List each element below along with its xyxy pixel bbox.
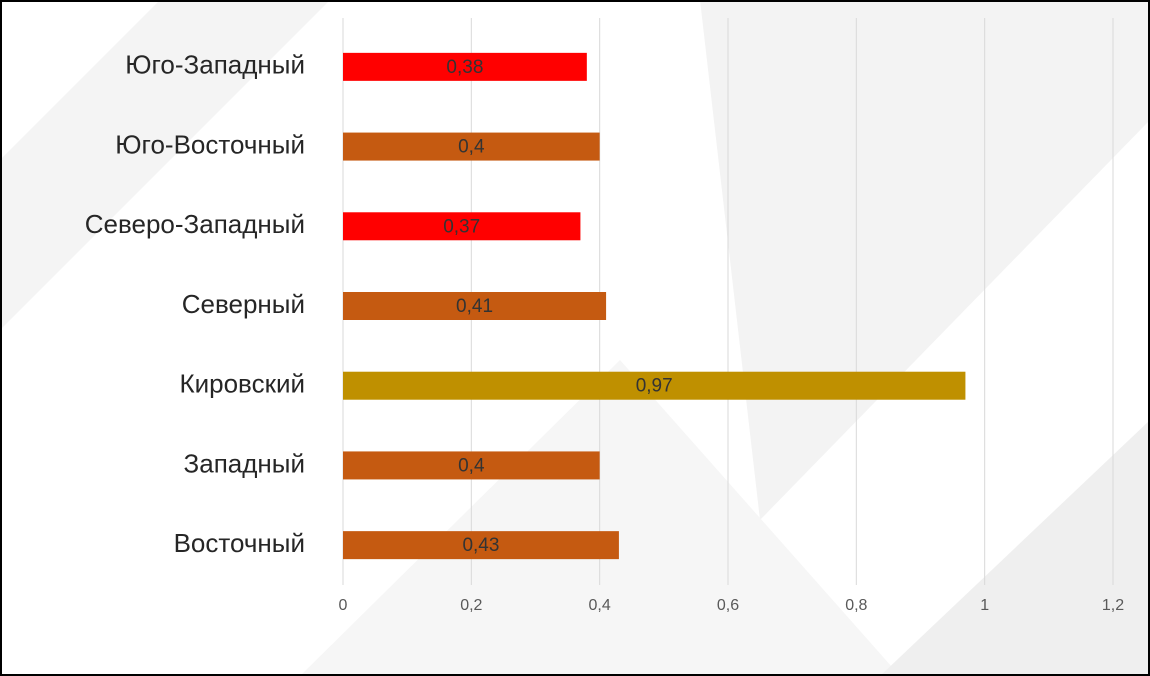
x-tick-label: 1,2	[1102, 597, 1124, 614]
x-tick-label: 0,8	[845, 597, 867, 614]
bar	[343, 212, 581, 241]
y-tick-label: Восточный	[174, 528, 305, 558]
x-tick-label: 0,6	[717, 597, 739, 614]
x-tick-label: 1	[980, 597, 989, 614]
value-label: 0,43	[462, 535, 499, 556]
y-tick-label: Юго-Восточный	[115, 129, 305, 159]
x-tick-label: 0,4	[589, 597, 611, 614]
bar	[343, 52, 587, 81]
bar	[343, 132, 600, 161]
value-label: 0,38	[446, 57, 483, 78]
y-tick-label: Юго-Западный	[125, 50, 305, 80]
x-tick-label: 0,2	[460, 597, 482, 614]
value-label: 0,4	[458, 455, 485, 476]
bar	[343, 451, 600, 480]
bg-shape	[880, 420, 1150, 676]
y-tick-label: Кировский	[179, 369, 305, 399]
value-label: 0,37	[443, 216, 480, 237]
bar	[343, 292, 607, 320]
value-label: 0,41	[456, 296, 493, 317]
value-label: 0,97	[636, 376, 673, 397]
y-tick-label: Северный	[182, 289, 305, 319]
value-label: 0,4	[458, 137, 485, 158]
bar	[343, 531, 619, 560]
x-tick-label: 0	[339, 597, 348, 614]
bg-shape	[0, 0, 330, 330]
bar	[343, 371, 966, 400]
y-tick-label: Западный	[184, 448, 305, 478]
y-tick-label: Северо-Западный	[85, 209, 305, 239]
